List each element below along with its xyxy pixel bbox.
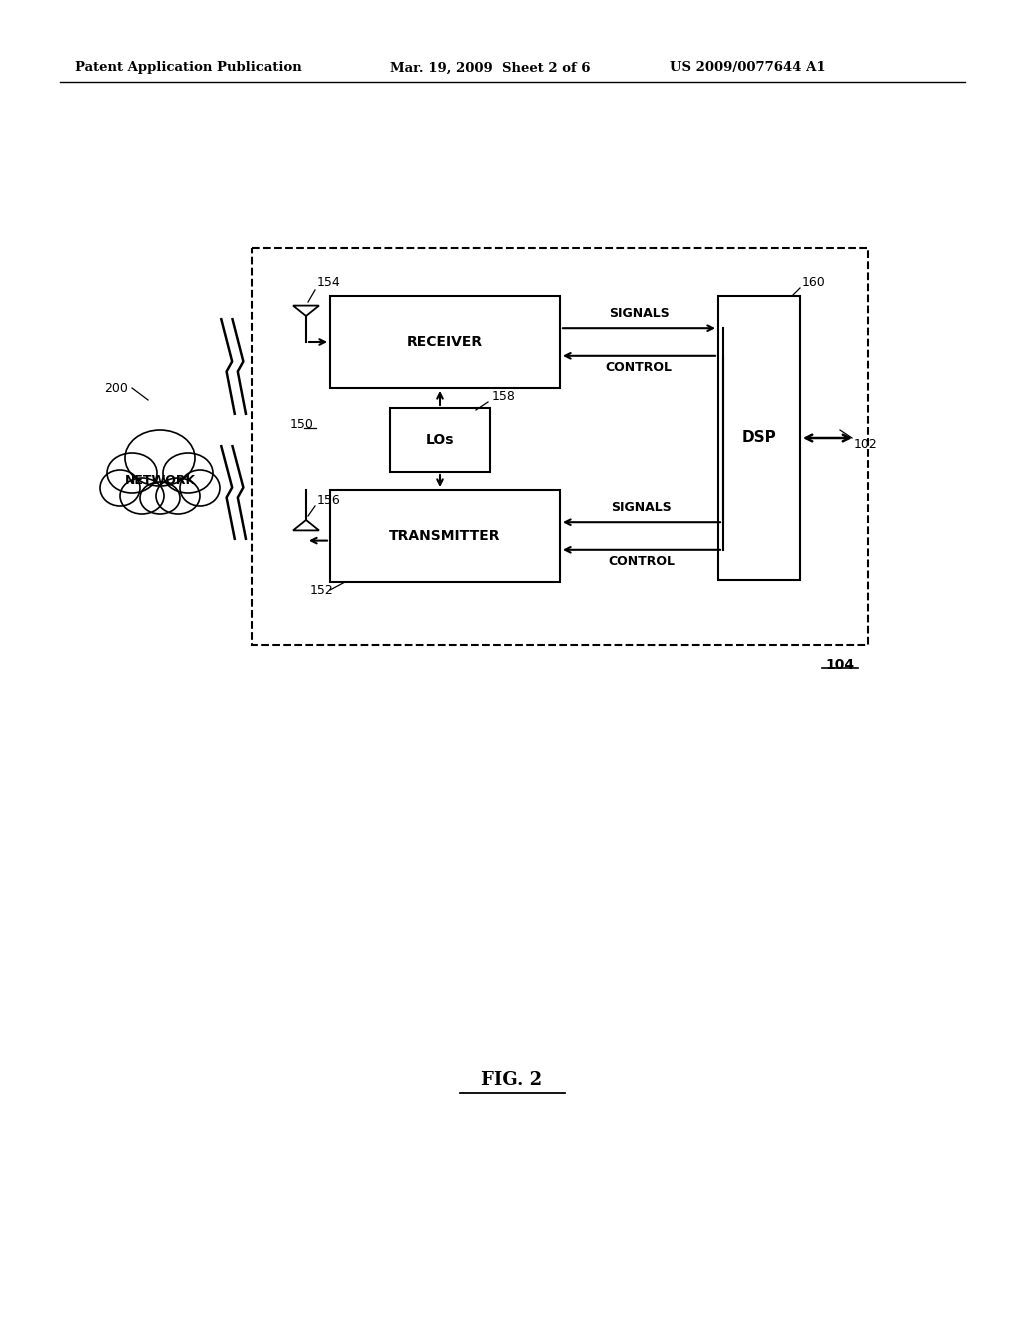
Text: Mar. 19, 2009  Sheet 2 of 6: Mar. 19, 2009 Sheet 2 of 6 — [390, 62, 591, 74]
Text: SIGNALS: SIGNALS — [611, 502, 672, 515]
Text: TRANSMITTER: TRANSMITTER — [389, 529, 501, 543]
Text: 150: 150 — [290, 418, 314, 432]
Text: CONTROL: CONTROL — [605, 360, 673, 374]
Ellipse shape — [100, 470, 140, 506]
Text: 156: 156 — [317, 494, 341, 507]
Ellipse shape — [140, 482, 180, 513]
Ellipse shape — [163, 453, 213, 492]
Text: 152: 152 — [310, 583, 334, 597]
Text: 158: 158 — [492, 389, 516, 403]
Text: LOs: LOs — [426, 433, 455, 447]
Text: 154: 154 — [317, 276, 341, 289]
Ellipse shape — [156, 478, 200, 513]
Text: US 2009/0077644 A1: US 2009/0077644 A1 — [670, 62, 825, 74]
Text: RECEIVER: RECEIVER — [407, 335, 483, 348]
Ellipse shape — [120, 478, 164, 513]
Text: 104: 104 — [825, 657, 855, 672]
Bar — [330, 296, 560, 388]
Text: 200: 200 — [104, 381, 128, 395]
Text: Patent Application Publication: Patent Application Publication — [75, 62, 302, 74]
Bar — [390, 408, 490, 473]
Bar — [330, 490, 560, 582]
Text: DSP: DSP — [741, 430, 776, 446]
Ellipse shape — [106, 453, 157, 492]
Text: 102: 102 — [854, 438, 878, 451]
Text: FIG. 2: FIG. 2 — [481, 1071, 543, 1089]
Bar — [252, 248, 868, 645]
Ellipse shape — [180, 470, 220, 506]
Text: SIGNALS: SIGNALS — [608, 308, 670, 321]
Ellipse shape — [125, 430, 195, 486]
Text: CONTROL: CONTROL — [608, 554, 675, 568]
Text: 160: 160 — [802, 276, 825, 289]
Bar — [718, 296, 800, 579]
Text: NETWORK: NETWORK — [125, 474, 196, 487]
